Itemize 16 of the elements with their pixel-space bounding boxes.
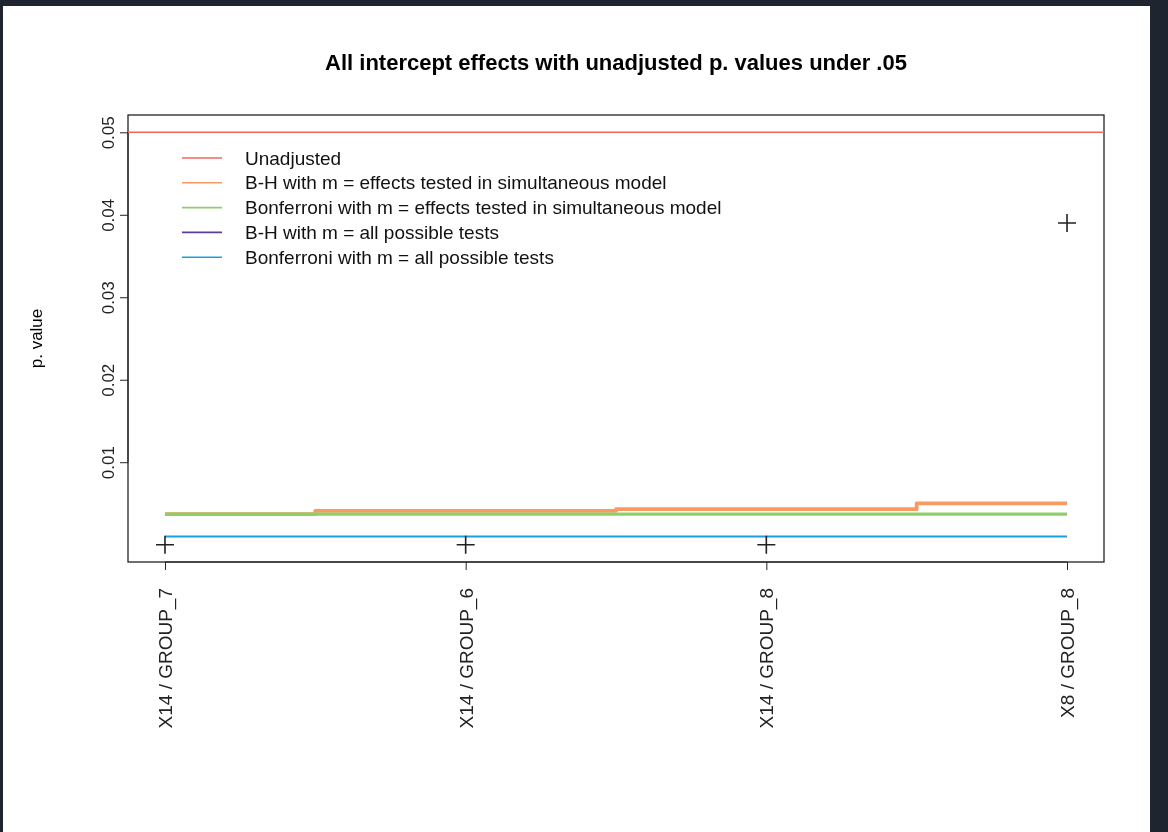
x-tick-label: X8 / GROUP_8 bbox=[1057, 588, 1080, 718]
y-tick-label: 0.01 bbox=[99, 446, 118, 480]
legend-label: Bonferroni with m = all possible tests bbox=[245, 246, 554, 268]
legend-label: Unadjusted bbox=[245, 147, 342, 169]
legend-label: Bonferroni with m = effects tested in simultaneous model bbox=[245, 197, 722, 219]
legend-label: B-H with m = effects tested in simultaneous model bbox=[245, 172, 667, 194]
x-tick-label: X14 / GROUP_7 bbox=[155, 588, 178, 729]
y-tick-label: 0.05 bbox=[99, 116, 118, 150]
x-tick-label: X14 / GROUP_8 bbox=[756, 588, 779, 729]
y-tick-label: 0.03 bbox=[99, 281, 118, 315]
legend-label: B-H with m = all possible tests bbox=[245, 222, 499, 244]
chart-title: All intercept effects with unadjusted p. values under .05 bbox=[325, 50, 907, 75]
y-tick-label: 0.02 bbox=[99, 363, 118, 397]
y-tick-label: 0.04 bbox=[99, 198, 118, 232]
y-axis-title: p. value bbox=[27, 308, 46, 369]
x-tick-label: X14 / GROUP_6 bbox=[455, 588, 478, 729]
